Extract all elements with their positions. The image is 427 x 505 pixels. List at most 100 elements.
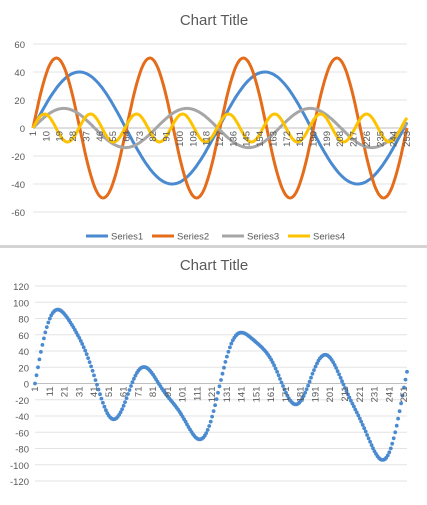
scatter-point (84, 352, 89, 357)
scatter-point (279, 380, 284, 385)
x-tick-label: 181 (295, 131, 306, 147)
y-tick-label: -120 (10, 477, 29, 488)
x-tick-label: 1 (28, 131, 39, 136)
scatter-point (36, 365, 40, 370)
x-axis-tick-labels: 1 11 21 31 41 51 61 71 81 91 101 111 121 131 141 151 161… (30, 387, 410, 403)
x-tick-label: 121 (207, 387, 218, 403)
scatter-point (130, 380, 135, 385)
y-tick-label: 60 (14, 40, 25, 51)
scatter-point (44, 325, 49, 329)
scatter-point (90, 368, 95, 373)
x-tick-label: 64 (122, 131, 133, 142)
y-tick-label: -40 (15, 412, 29, 423)
x-tick-label: 101 (178, 387, 189, 403)
y-tick-label: -40 (11, 180, 25, 191)
scatter-point (34, 373, 39, 378)
scatter-point (399, 401, 403, 406)
x-tick-label: 118 (202, 131, 213, 146)
scatter-point (229, 341, 234, 346)
scatter-point (363, 429, 368, 434)
scatter-point (77, 336, 82, 340)
scatter-point (92, 373, 96, 378)
scatter-point (335, 369, 340, 373)
scatter-point (120, 407, 124, 412)
scatter-point (341, 382, 346, 387)
scatter-point (343, 386, 347, 390)
x-tick-label: 171 (281, 387, 292, 403)
x-tick-label: 1 (30, 387, 41, 392)
x-tick-label: 154 (255, 131, 266, 147)
scatter-point (365, 433, 369, 437)
x-tick-label: 10 (41, 131, 52, 142)
y-tick-label: 20 (18, 363, 29, 374)
x-tick-label: 127 (215, 131, 226, 147)
scatter-point (225, 354, 229, 359)
scatter-point (216, 390, 220, 395)
scatter-point (101, 400, 105, 405)
line-chart: Chart Title 60 40 20 0 -20 -40 -60 1 10 19 28 37 46… (11, 12, 413, 243)
series-lines (31, 56, 409, 200)
scatter-chart: Chart Title 120 100 80 60 40 20 0 -20 -40 -60 -80 -… (10, 257, 410, 488)
scatter-point (362, 426, 367, 431)
x-tick-label: 55 (108, 131, 119, 142)
scatter-point (366, 436, 371, 441)
x-tick-label: 41 (89, 387, 100, 398)
scatter-point (394, 423, 399, 428)
y-tick-label: 0 (20, 124, 25, 135)
scatter-point (354, 410, 359, 415)
y-axis-tick-labels: 120 100 80 60 40 20 0 -20 -40 -60 -80 -100 -120 (10, 282, 29, 488)
scatter-point (80, 342, 85, 346)
x-tick-label: 253 (402, 131, 413, 147)
scatter-point (214, 397, 219, 401)
x-tick-label: 37 (81, 131, 92, 142)
scatter-point (353, 407, 358, 412)
x-tick-label: 73 (135, 131, 146, 142)
scatter-point (397, 409, 402, 414)
y-tick-label: 120 (13, 282, 29, 293)
x-tick-label: 221 (355, 387, 366, 403)
scatter-point (315, 361, 319, 366)
scatter-point (275, 369, 279, 374)
x-tick-label: 100 (175, 131, 186, 147)
scatter-point (210, 414, 215, 419)
scatter-point (226, 349, 231, 354)
y-tick-label: 60 (18, 331, 29, 342)
chart-title: Chart Title (180, 257, 248, 274)
scatter-point (309, 375, 313, 380)
x-tick-label: 91 (163, 387, 174, 398)
scatter-point (338, 375, 343, 380)
x-tick-label: 46 (95, 131, 106, 142)
scatter-chart-panel[interactable]: Chart Title 120 100 80 60 40 20 0 -20 -40 -60 -80 -… (0, 248, 427, 500)
line-chart-panel[interactable]: Chart Title 60 40 20 0 -20 -40 -60 1 10 19 28 37 46… (0, 0, 427, 246)
scatter-point (96, 387, 101, 392)
scatter-point (273, 366, 278, 371)
scatter-point (284, 390, 288, 395)
scatter-point (396, 416, 400, 421)
y-tick-label: -60 (15, 428, 29, 439)
x-tick-label: 199 (322, 131, 333, 147)
scatter-point (132, 376, 136, 381)
scatter-point (405, 369, 409, 374)
x-tick-label: 81 (148, 387, 159, 398)
scatter-point (356, 413, 361, 418)
x-tick-label: 211 (340, 387, 351, 402)
scatter-point (87, 360, 92, 364)
x-tick-label: 217 (349, 131, 360, 147)
scatter-point (281, 384, 285, 388)
scatter-point (39, 350, 43, 354)
scatter-point (127, 388, 132, 392)
scatter-point (93, 378, 98, 382)
scatter-point (307, 379, 312, 384)
y-tick-label: -100 (10, 461, 29, 472)
x-tick-label: 61 (119, 387, 130, 398)
x-tick-label: 191 (310, 387, 321, 403)
x-tick-label: 244 (389, 131, 400, 147)
x-tick-label: 235 (375, 131, 386, 147)
scatter-point (357, 416, 362, 421)
scatter-point (360, 423, 365, 427)
scatter-point (278, 377, 282, 381)
x-tick-label: 31 (74, 387, 85, 398)
scatter-point (388, 446, 393, 451)
scatter-point (391, 436, 396, 441)
scatter-point (102, 404, 107, 409)
